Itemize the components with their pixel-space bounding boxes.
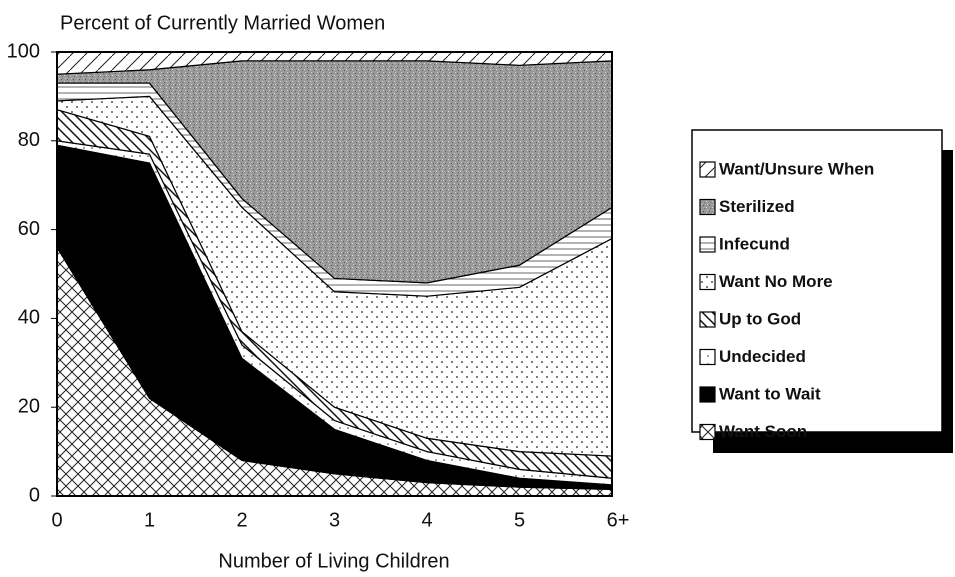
x-tick-label: 3	[329, 509, 340, 531]
legend-label: Sterilized	[719, 197, 795, 216]
y-tick-label: 100	[7, 40, 40, 62]
x-tick-label: 1	[144, 509, 155, 531]
x-tick-label: 0	[51, 509, 62, 531]
legend-label: Infecund	[719, 234, 790, 253]
legend-label: Want Soon	[719, 422, 807, 441]
chart-title: Percent of Currently Married Women	[60, 12, 385, 34]
legend-swatch	[699, 273, 716, 291]
legend-swatch	[699, 386, 716, 403]
legend-label: Want No More	[719, 272, 833, 291]
x-tick-label: 2	[236, 509, 247, 531]
x-tick-label: 6+	[607, 509, 630, 531]
legend-swatch	[699, 198, 716, 216]
legend-swatch	[699, 348, 716, 366]
y-tick-label: 60	[18, 218, 40, 240]
legend-label: Want to Wait	[719, 384, 821, 403]
legend-swatch	[699, 161, 716, 178]
y-tick-label: 80	[18, 129, 40, 151]
y-tick-label: 0	[29, 484, 40, 506]
legend-swatch	[699, 423, 716, 441]
x-tick-label: 5	[514, 509, 525, 531]
y-tick-label: 20	[18, 395, 40, 417]
legend	[691, 129, 943, 433]
plot-frame	[56, 51, 613, 497]
legend-label: Undecided	[719, 347, 806, 366]
legend-swatch	[699, 311, 716, 328]
x-axis-title: Number of Living Children	[218, 550, 449, 572]
legend-label: Up to God	[719, 309, 801, 328]
legend-swatch	[699, 236, 716, 253]
x-tick-label: 4	[421, 509, 432, 531]
y-tick-label: 40	[18, 307, 40, 329]
legend-label: Want/Unsure When	[719, 159, 874, 178]
